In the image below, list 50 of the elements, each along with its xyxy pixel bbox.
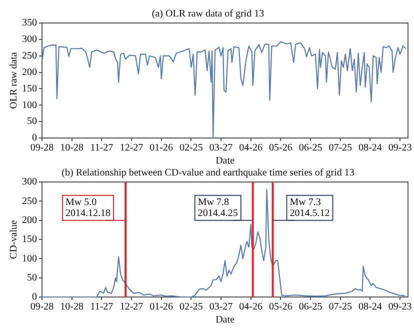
x-tick-label: 08-24: [358, 142, 382, 154]
y-axis-title: OLR raw data: [8, 52, 20, 109]
y-tick-label: 250: [22, 50, 37, 62]
x-tick-label: 07-25: [328, 302, 352, 313]
y-tick-label: 200: [22, 214, 37, 226]
x-tick-label: 10-28: [60, 302, 84, 313]
chart-title: (b) Relationship between CD-value and earthquake time series of grid 13: [62, 168, 354, 179]
x-tick-label: 11-27: [90, 302, 114, 313]
x-tick-label: 04-26: [239, 142, 263, 154]
x-tick-label: 06-25: [298, 302, 322, 313]
x-tick-label: 02-25: [180, 142, 203, 154]
chart-title: (a) OLR raw data of grid 13: [152, 8, 264, 20]
x-tick-label: 05-26: [269, 142, 292, 154]
x-tick-label: 01-26: [150, 302, 174, 313]
x-tick-label: 04-26: [239, 302, 263, 313]
ref-line-label: Mw 7.8 2014.4.25: [198, 197, 238, 220]
x-tick-label: 06-25: [298, 142, 322, 154]
y-tick-label: 100: [22, 100, 37, 111]
x-tick-label: 10-28: [60, 142, 84, 154]
x-tick-label: 09-28: [30, 142, 54, 154]
y-tick-label: 150: [22, 83, 37, 94]
y-tick-label: 50: [27, 116, 37, 128]
x-tick-label: 12-27: [120, 302, 144, 313]
ref-line-label: Mw 7.3 2014.5.12: [290, 197, 330, 220]
y-axis-title: CD-value: [8, 220, 20, 259]
x-tick-label: 05-26: [269, 302, 292, 313]
ref-line-label: Mw 5.0 2014.12.18: [66, 197, 111, 220]
y-tick-label: 300: [22, 176, 37, 188]
x-tick-label: 01-26: [150, 142, 174, 154]
x-tick-label: 08-24: [358, 302, 382, 313]
x-tick-label: 03-27: [209, 302, 233, 313]
y-tick-label: 250: [22, 196, 37, 207]
x-tick-label: 03-27: [209, 142, 233, 154]
x-tick-label: 09-23: [388, 142, 412, 154]
y-tick-label: 350: [22, 18, 37, 29]
y-tick-label: 100: [22, 253, 37, 264]
y-tick-label: 150: [22, 234, 37, 246]
x-tick-label: 07-25: [328, 142, 352, 154]
y-tick-label: 0: [32, 132, 37, 144]
x-axis-title: Date: [216, 156, 235, 167]
y-tick-label: 300: [22, 34, 37, 46]
x-tick-label: 09-28: [30, 302, 54, 313]
x-tick-label: 09-23: [388, 302, 412, 313]
x-tick-label: 12-27: [120, 142, 144, 154]
y-tick-label: 200: [22, 66, 37, 78]
y-tick-label: 0: [32, 292, 37, 303]
x-axis-title: Date: [216, 314, 235, 326]
x-tick-label: 11-27: [90, 142, 114, 154]
x-tick-label: 02-25: [180, 302, 203, 313]
y-tick-label: 50: [27, 272, 37, 284]
